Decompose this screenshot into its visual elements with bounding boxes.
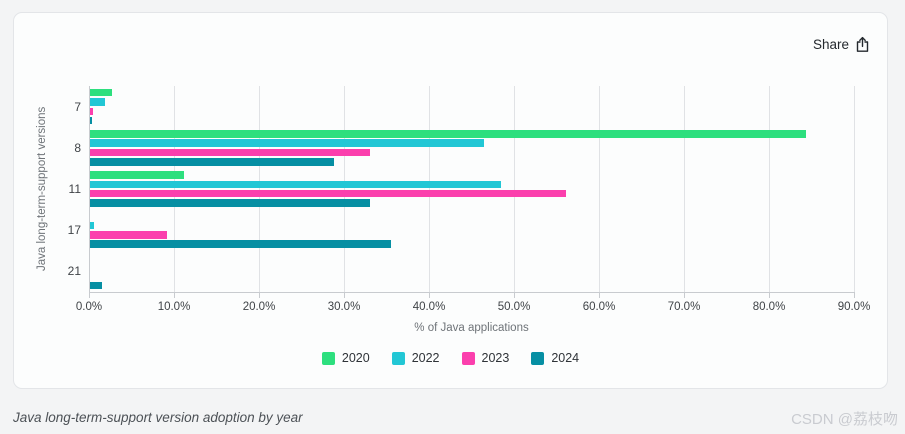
legend-swatch: [391, 351, 405, 365]
gridline: [684, 86, 685, 292]
x-tick-mark: [769, 293, 770, 298]
y-axis-line: [89, 86, 90, 293]
bar-2022-java11: [90, 180, 502, 189]
share-icon: [855, 36, 870, 53]
bar-2023-java11: [90, 189, 566, 198]
bar-2024-java11: [90, 199, 370, 207]
x-tick-mark: [684, 293, 685, 298]
x-axis-title: % of Java applications: [414, 322, 529, 334]
x-tick-mark: [599, 293, 600, 298]
bar-2024-java7: [90, 116, 92, 125]
legend-label: 2020: [341, 351, 370, 365]
legend-swatch: [321, 351, 335, 365]
legend-label: 2024: [551, 351, 580, 365]
watermark: CSDN @荔枝吻: [791, 411, 898, 428]
x-tick-mark: [259, 293, 260, 298]
y-category-label: 8: [74, 140, 81, 155]
x-tick-mark: [174, 293, 175, 298]
y-category-label: 7: [74, 99, 81, 114]
y-category-label: 21: [67, 264, 81, 279]
x-tick-mark: [89, 293, 90, 298]
gridline: [344, 86, 345, 292]
legend-label: 2022: [411, 351, 440, 365]
bar-2020-java11: [90, 171, 184, 179]
x-tick-label: 60.0%: [582, 301, 616, 313]
bar-2022-java17: [90, 221, 95, 230]
x-tick-label: 10.0%: [157, 301, 191, 313]
bar-2022-java8: [90, 139, 485, 147]
chart-card: Share 0.0% 10.0% 20.0% 30.0% 40.0% 50.0% 60.0%…: [13, 12, 888, 389]
legend-swatch: [531, 351, 545, 365]
gridline: [259, 86, 260, 292]
gridline: [429, 86, 430, 292]
x-axis-line: [89, 292, 855, 293]
gridline: [599, 86, 600, 292]
x-tick-label: 70.0%: [667, 301, 701, 313]
y-axis-title: Java long-term-support versions: [36, 106, 48, 272]
x-tick-mark: [429, 293, 430, 298]
gridline: [514, 86, 515, 292]
legend-swatch: [461, 351, 475, 365]
bar-2024-java8: [90, 158, 334, 166]
x-tick-label: 80.0%: [752, 301, 786, 313]
gridline: [769, 86, 770, 292]
legend-item-2020[interactable]: 2020: [321, 351, 370, 365]
bar-2020-java8: [90, 130, 806, 138]
share-button-label: Share: [812, 37, 849, 52]
plot-area: 0.0% 10.0% 20.0% 30.0% 40.0% 50.0% 60.0% 70.0% 8…: [68, 86, 870, 313]
chart-caption: Java long-term-support version adoption …: [13, 410, 303, 425]
y-category-label: 17: [67, 223, 81, 238]
x-tick-label: 30.0%: [327, 301, 361, 313]
legend-label: 2023: [481, 351, 510, 365]
gridline: [854, 86, 855, 292]
y-category-label: 11: [68, 182, 81, 196]
bar-2023-java7: [90, 107, 94, 115]
legend-item-2024[interactable]: 2024: [531, 351, 579, 365]
gridline: [174, 86, 175, 292]
chart: 0.0% 10.0% 20.0% 30.0% 40.0% 50.0% 60.0% 70.0% 8…: [14, 13, 887, 388]
x-tick-label: 0.0%: [75, 301, 103, 313]
legend-item-2022[interactable]: 2022: [391, 351, 440, 365]
bar-2023-java17: [90, 231, 168, 239]
bar-2022-java7: [90, 98, 106, 106]
x-tick-label: 40.0%: [412, 301, 446, 313]
x-tick-label: 20.0%: [242, 301, 276, 313]
x-tick-mark: [344, 293, 345, 298]
bar-2023-java8: [90, 148, 370, 157]
x-tick-mark: [514, 293, 515, 298]
bar-2024-java21: [90, 281, 102, 290]
legend: 2020 2022 2023 2024: [14, 351, 887, 365]
x-tick-label: 90.0%: [837, 301, 871, 313]
bar-2024-java17: [90, 240, 391, 248]
legend-item-2023[interactable]: 2023: [461, 351, 510, 365]
share-button[interactable]: Share: [813, 36, 870, 53]
x-tick-mark: [854, 293, 855, 298]
x-tick-label: 50.0%: [497, 301, 531, 313]
bar-2020-java7: [90, 88, 113, 97]
